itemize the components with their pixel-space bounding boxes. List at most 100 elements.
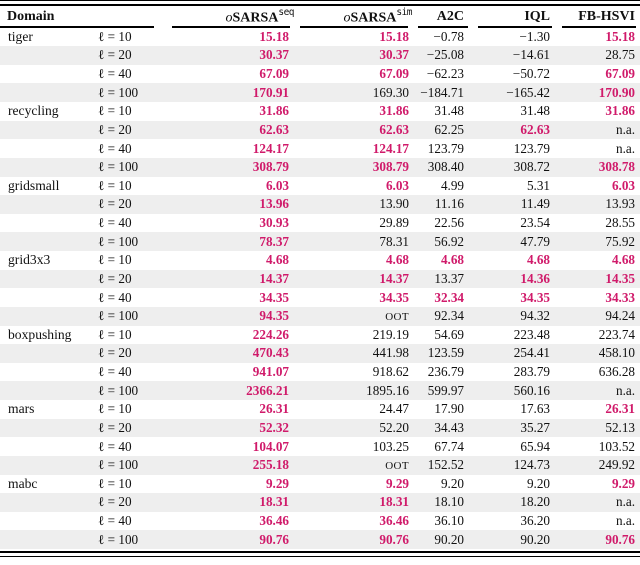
cell-value: 18.20 — [520, 494, 551, 510]
cell-value: 18.10 — [434, 494, 465, 510]
cell-value: 9.29 — [265, 475, 290, 491]
cell-horizon: ℓ = 20 — [98, 196, 132, 212]
cell-value: 78.37 — [259, 233, 290, 249]
top-thick-rule — [0, 4, 640, 7]
table-row: ℓ = 20 470.43 441.98 123.59 254.41 458.10 — [0, 344, 640, 363]
cell-value: 62.25 — [434, 121, 465, 137]
cell-value: 32.34 — [434, 289, 465, 305]
column-header-osarsa-seq: oSARSAseq — [166, 7, 295, 28]
cell-osarsa-seq: 4.68 — [166, 251, 294, 270]
cell-value: 65.94 — [520, 438, 551, 454]
cell-value: 470.43 — [252, 345, 290, 361]
cell-value: 90.20 — [434, 531, 465, 547]
cell-iql: 36.20 — [472, 512, 556, 531]
cell-domain: gridsmall — [8, 177, 60, 193]
cell-iql: −165.42 — [472, 83, 556, 102]
cell-iql: 254.41 — [472, 344, 556, 363]
cell-horizon: ℓ = 20 — [98, 47, 132, 63]
cell-domain — [0, 493, 96, 512]
cell-horizon: ℓ = 40 — [98, 364, 132, 380]
cell-value: 219.19 — [372, 326, 410, 342]
cell-osarsa-seq: 18.31 — [166, 493, 294, 512]
cell-horizon: ℓ = 40 — [98, 215, 132, 231]
cell-a2c: 56.92 — [412, 232, 472, 251]
cell-value: 308.78 — [598, 159, 636, 175]
cell-osarsa-sim: 1895.16 — [294, 381, 412, 400]
cell-value: 31.48 — [434, 103, 465, 119]
cell-osarsa-seq: 470.43 — [166, 344, 294, 363]
cell-value: 36.46 — [379, 513, 410, 529]
cell-iql: 34.35 — [472, 288, 556, 307]
cell-value: 308.79 — [252, 159, 290, 175]
table-row: mabc ℓ = 10 9.29 9.29 9.20 9.20 9.29 — [0, 475, 640, 494]
cell-a2c: 123.79 — [412, 139, 472, 158]
table-row: ℓ = 20 18.31 18.31 18.10 18.20 n.a. — [0, 493, 640, 512]
cell-value: 152.52 — [427, 457, 465, 473]
cell-value: 9.29 — [385, 475, 410, 491]
cell-value: 31.86 — [605, 103, 636, 119]
cell-horizon: ℓ = 10 — [98, 475, 132, 491]
cell-value: 34.35 — [379, 289, 410, 305]
cell-iql: 90.20 — [472, 530, 556, 549]
cell-a2c: 4.68 — [412, 251, 472, 270]
cell-fb-hsvi: 458.10 — [556, 344, 640, 363]
cell-value: 94.35 — [259, 308, 290, 324]
cell-osarsa-seq: 62.63 — [166, 121, 294, 140]
cell-domain — [0, 158, 96, 177]
cell-value: 223.74 — [598, 326, 636, 342]
cell-osarsa-sim: 103.25 — [294, 437, 412, 456]
cell-horizon: ℓ = 40 — [98, 289, 132, 305]
cell-value: −0.78 — [433, 28, 465, 44]
cell-value: 28.75 — [605, 47, 636, 63]
table-row: ℓ = 40 34.35 34.35 32.34 34.35 34.33 — [0, 288, 640, 307]
cell-fb-hsvi: 170.90 — [556, 83, 640, 102]
cell-osarsa-seq: 67.09 — [166, 65, 294, 84]
method-prefix: o — [225, 10, 233, 26]
cell-osarsa-sim: 308.79 — [294, 158, 412, 177]
cell-fb-hsvi: 75.92 — [556, 232, 640, 251]
cell-value: 30.37 — [379, 47, 410, 63]
cell-a2c: 92.34 — [412, 307, 472, 326]
cell-domain — [0, 307, 96, 326]
cell-value: 94.32 — [520, 308, 551, 324]
cell-value: 31.48 — [520, 103, 551, 119]
cell-osarsa-seq: 36.46 — [166, 512, 294, 531]
cell-osarsa-seq: 30.37 — [166, 46, 294, 65]
cell-value: 52.13 — [605, 419, 636, 435]
cell-value: 67.09 — [605, 66, 636, 82]
table-row: ℓ = 20 14.37 14.37 13.37 14.36 14.35 — [0, 269, 640, 289]
table-row: ℓ = 100 170.91 169.30 −184.71 −165.42 170.90 — [0, 83, 640, 102]
cell-value: 5.31 — [526, 177, 551, 193]
cell-value: 308.72 — [513, 159, 551, 175]
cell-horizon: ℓ = 100 — [98, 382, 139, 398]
cell-value: 56.92 — [434, 233, 465, 249]
cell-iql: 5.31 — [472, 177, 556, 196]
table-row: ℓ = 100 78.37 78.31 56.92 47.79 75.92 — [0, 232, 640, 251]
cell-value: OOT — [385, 460, 410, 473]
cell-a2c: 236.79 — [412, 363, 472, 382]
cell-value: 67.09 — [259, 66, 290, 82]
cell-horizon: ℓ = 40 — [98, 66, 132, 82]
cell-value: 918.62 — [372, 364, 410, 380]
cell-value: 255.18 — [252, 457, 290, 473]
cell-fb-hsvi: n.a. — [556, 512, 640, 531]
cell-osarsa-sim: 18.31 — [294, 493, 412, 512]
cell-value: 441.98 — [372, 345, 410, 361]
cell-iql: 4.68 — [472, 251, 556, 270]
cell-osarsa-seq: 52.32 — [166, 419, 294, 438]
cell-fb-hsvi: 14.35 — [556, 270, 640, 289]
cell-iql: 35.27 — [472, 419, 556, 438]
cell-value: 4.68 — [611, 252, 636, 268]
table-row: ℓ = 40 104.07 103.25 67.74 65.94 103.52 — [0, 437, 640, 456]
cell-osarsa-sim: 4.68 — [294, 251, 412, 270]
cell-osarsa-seq: 224.26 — [166, 326, 294, 345]
cell-osarsa-seq: 255.18 — [166, 456, 294, 475]
cell-value: 169.30 — [372, 84, 410, 100]
cell-horizon: ℓ = 100 — [98, 457, 139, 473]
cell-domain — [0, 437, 96, 456]
cell-iql: 560.16 — [472, 381, 556, 400]
cell-iql: 11.49 — [472, 195, 556, 214]
table-body: tiger ℓ = 10 15.18 15.18 −0.78 −1.30 15.18 ℓ = … — [0, 28, 640, 549]
cell-value: 90.76 — [259, 531, 290, 547]
cell-osarsa-seq: 94.35 — [166, 307, 294, 326]
